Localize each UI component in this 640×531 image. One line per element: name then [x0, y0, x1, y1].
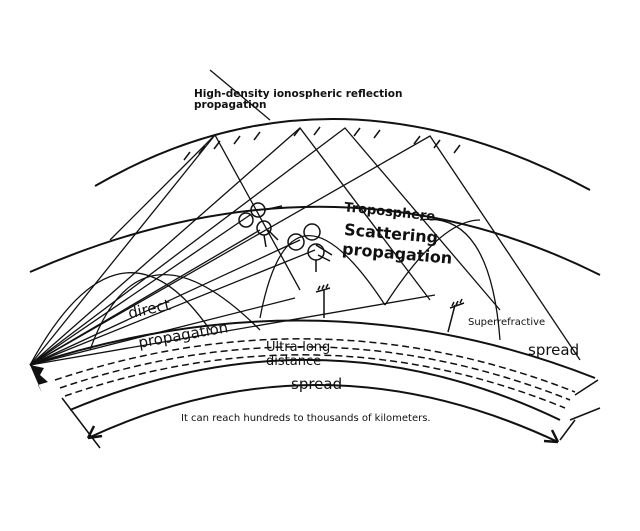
distance-arrow-arc — [87, 384, 559, 443]
spread-right-label: spread — [528, 341, 580, 359]
ionospheric-text: High-density ionospheric reflection prop… — [194, 88, 403, 112]
earth-inner-arc — [69, 358, 561, 421]
ionospheric-rays — [29, 69, 581, 366]
superrefractive-label: Superrefractive — [468, 317, 546, 328]
earth-layer-dashes — [54, 338, 576, 409]
ionospheric-label: High-density ionospheric reflection prop… — [194, 88, 404, 112]
ionosphere-hatching — [183, 126, 461, 161]
scatter-rays — [29, 214, 436, 366]
tropospheric-hops — [29, 218, 501, 366]
scatter-particles — [238, 202, 333, 272]
earth-surface-arc — [29, 319, 596, 379]
ultra-long-label: Ultra-long — [266, 340, 331, 355]
transmitter-antenna-icon — [30, 365, 48, 393]
distance-label: distance — [266, 354, 322, 369]
receiver-antennas — [315, 283, 465, 333]
spread-center-label: spread — [291, 375, 343, 393]
distance-note: It can reach hundreds to thousands of ki… — [181, 413, 431, 424]
ionosphere-arc — [94, 118, 591, 191]
troposphere-arc — [29, 205, 601, 276]
